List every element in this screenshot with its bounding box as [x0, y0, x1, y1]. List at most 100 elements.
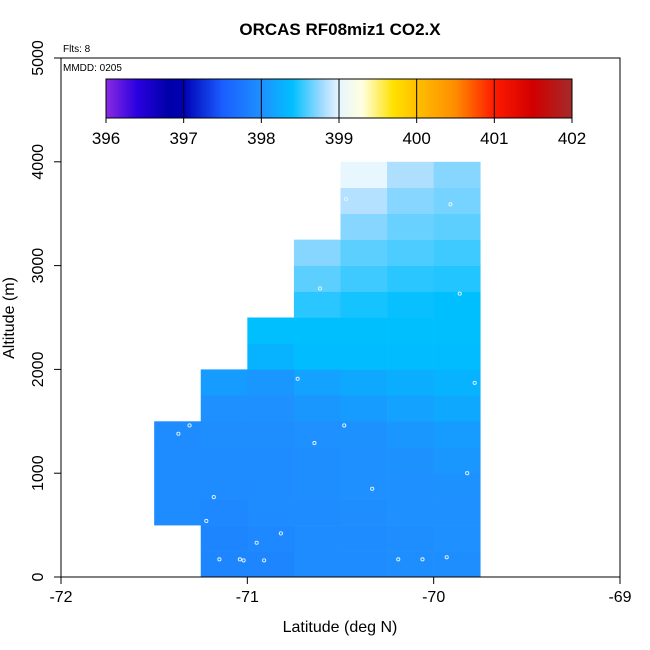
heatmap-cell	[247, 525, 295, 552]
heatmap-cell	[247, 317, 295, 344]
heatmap-cell	[200, 525, 248, 552]
heatmap-cell	[340, 447, 388, 474]
y-tick-label: 4000	[30, 144, 47, 180]
heatmap-cell	[340, 421, 388, 448]
heatmap-cell	[387, 343, 434, 370]
heatmap-cell	[387, 525, 434, 552]
heatmap-cell	[293, 551, 341, 578]
heatmap-cell	[293, 265, 341, 292]
y-tick-label: 2000	[30, 352, 47, 388]
heatmap-cell	[293, 317, 341, 344]
heatmap-cell	[387, 317, 434, 344]
observation-point	[204, 518, 209, 524]
observation-point	[342, 423, 347, 428]
observation-point	[217, 557, 222, 562]
heatmap-cell	[200, 499, 248, 526]
x-tick-label: -70	[422, 589, 445, 606]
heatmap-cell	[293, 343, 341, 370]
heatmap-cell	[293, 525, 341, 552]
colorbar-tick-label: 398	[247, 129, 275, 148]
x-tick-label: -69	[608, 589, 631, 606]
flights-note: Flts: 8	[63, 44, 91, 55]
heatmap-cell	[340, 525, 388, 552]
colorbar-tick-label: 399	[325, 129, 353, 148]
heatmap-cell	[154, 499, 202, 526]
heatmap-cell	[387, 213, 434, 240]
heatmap-cell	[433, 161, 481, 189]
heatmap-cell	[387, 499, 434, 526]
observation-points	[176, 197, 477, 563]
heatmap-cell	[340, 395, 388, 422]
observation-point	[370, 486, 375, 491]
heatmap-cell	[433, 265, 481, 292]
heatmap-cell	[200, 421, 248, 448]
observation-point	[448, 202, 453, 207]
observation-point	[317, 286, 323, 291]
x-tick-label: -72	[49, 589, 72, 606]
heatmap-cell	[387, 187, 434, 214]
y-tick-label: 5000	[30, 40, 47, 76]
heatmap-cell	[200, 473, 248, 500]
heatmap-cell	[247, 499, 295, 526]
observation-point	[295, 376, 300, 381]
y-axis-label: Altitude (m)	[1, 277, 18, 359]
heatmap-cell	[340, 161, 388, 189]
heatmap-cell	[340, 187, 388, 214]
observation-point	[278, 531, 283, 536]
heatmap-cell	[340, 369, 388, 396]
heatmap-cell	[247, 343, 295, 370]
heatmap-cell	[387, 265, 434, 292]
heatmap-cell	[293, 369, 341, 396]
chart-title: ORCAS RF08miz1 CO2.X	[239, 20, 441, 39]
heatmap-cell	[433, 395, 481, 422]
y-tick-label: 0	[30, 572, 47, 581]
heatmap-cell	[247, 551, 295, 578]
heatmap-cell	[387, 447, 434, 474]
heatmap-cell	[200, 447, 248, 474]
heatmap-cell	[387, 369, 434, 396]
y-axis: 0 1000 2000 3000 4000 5000	[30, 40, 61, 581]
colorbar: 396 397 398 399 400 401 402	[92, 78, 586, 148]
heatmap-cell	[154, 421, 202, 448]
date-note: MMDD: 0205	[63, 63, 122, 74]
x-tick-label: -71	[236, 589, 259, 606]
heatmap-cell	[387, 421, 434, 448]
heatmap-cell	[433, 473, 481, 500]
heatmap-cell	[387, 291, 434, 318]
observation-point	[457, 291, 462, 296]
heatmap-cell	[433, 239, 481, 266]
observation-point	[420, 557, 425, 562]
heatmap-cell	[200, 395, 248, 422]
observation-point	[465, 471, 470, 476]
colorbar-tick-label: 397	[169, 129, 197, 148]
observation-point	[176, 431, 181, 436]
heatmap-cell	[433, 291, 481, 318]
heatmap-cell	[387, 551, 434, 578]
heatmap-cell	[340, 343, 388, 370]
heatmap-cell	[293, 499, 341, 526]
heatmap-cell	[247, 447, 295, 474]
colorbar-tick-label: 396	[92, 129, 120, 148]
observation-point	[472, 380, 477, 385]
colorbar-tick-label: 400	[402, 129, 430, 148]
heatmap-cell	[154, 447, 202, 474]
heatmap-cell	[293, 291, 341, 318]
observation-point	[211, 495, 216, 500]
heatmap-cell	[340, 265, 388, 292]
observation-point	[312, 441, 317, 446]
heatmap-cell	[247, 395, 295, 422]
heatmap-cell	[433, 551, 481, 578]
heatmap-cell	[340, 213, 388, 240]
heatmap-cell	[340, 499, 388, 526]
heatmap-cell	[293, 421, 341, 448]
heatmap-cell	[247, 369, 295, 396]
colorbar-tick-label: 401	[480, 129, 508, 148]
heatmap-cell	[293, 447, 341, 474]
observation-point	[262, 558, 267, 563]
heatmap-cell	[293, 239, 341, 266]
heatmap-cell	[387, 239, 434, 266]
heatmap-cell	[433, 499, 481, 526]
heatmap-cell	[387, 161, 434, 189]
observation-point	[444, 555, 449, 560]
